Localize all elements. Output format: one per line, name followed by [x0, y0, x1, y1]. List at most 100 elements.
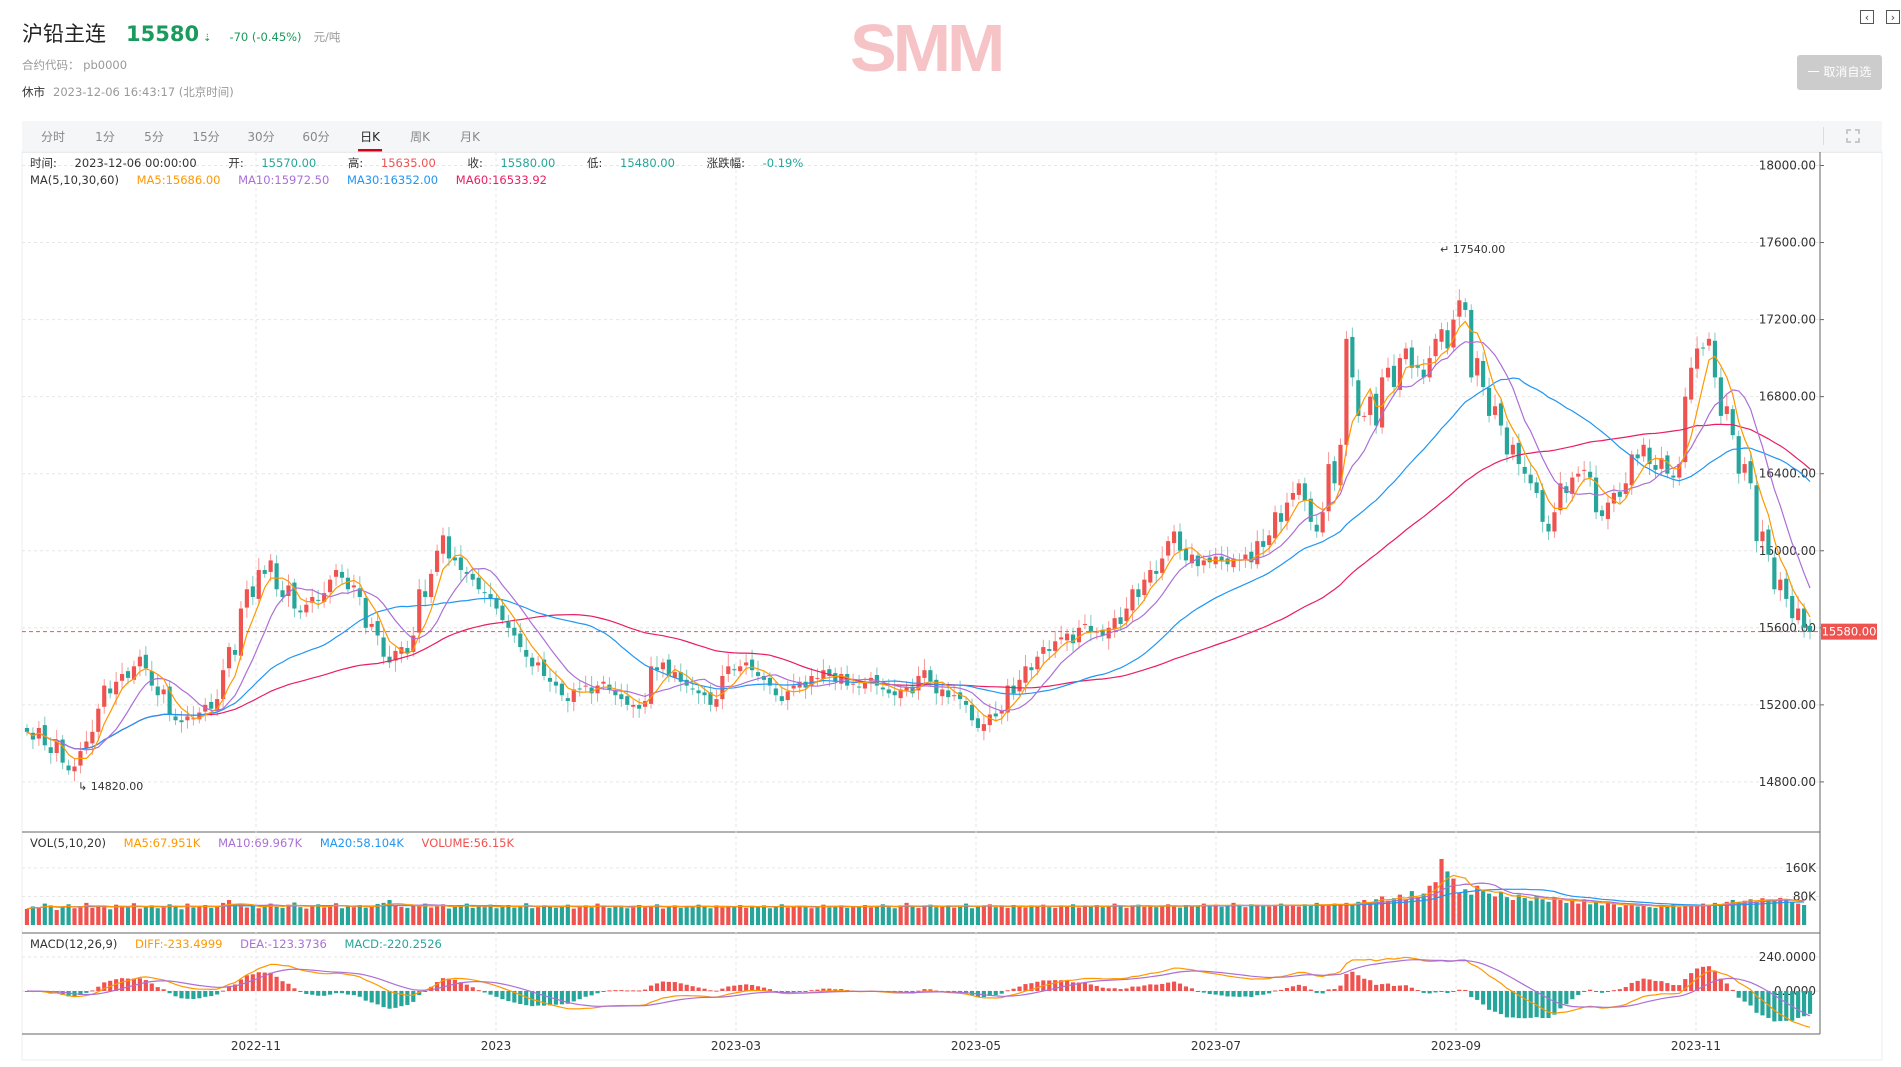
- volume-bar: [648, 906, 654, 925]
- tab-weekly[interactable]: 周K: [410, 130, 430, 144]
- down-arrow-icon: ⇣: [203, 33, 212, 44]
- tab-15min[interactable]: 15分: [192, 130, 220, 144]
- candle-body: [1148, 570, 1153, 583]
- candle: [351, 574, 356, 598]
- vol-ma10-legend: MA10:69.967K: [218, 836, 303, 850]
- volume-bar: [916, 907, 921, 925]
- candle-body: [625, 696, 630, 705]
- volume-bar: [738, 905, 743, 925]
- candle: [1421, 359, 1426, 385]
- candle-body: [565, 698, 570, 702]
- candle: [1183, 539, 1189, 568]
- volume-bar: [1082, 906, 1087, 925]
- volume-bar: [1023, 907, 1028, 925]
- volume-bar: [66, 904, 71, 925]
- volume-bar: [1088, 906, 1093, 925]
- volume-bar: [1754, 901, 1759, 925]
- tab-time-sharing[interactable]: 分时: [40, 130, 66, 144]
- chevron-left-icon[interactable]: ‹: [1860, 10, 1874, 24]
- macd-bar: [1730, 989, 1735, 991]
- candle-body: [1166, 541, 1171, 556]
- chevron-right-icon[interactable]: ›: [1886, 10, 1900, 24]
- chart-frame: [21, 151, 1883, 1061]
- macd-bar: [1154, 984, 1159, 991]
- candle-body: [1558, 483, 1563, 511]
- macd-bar: [464, 984, 469, 991]
- candle: [423, 579, 428, 606]
- volume-bar: [720, 907, 725, 925]
- volume-bar: [1314, 902, 1319, 925]
- tab-1min[interactable]: 1分: [95, 130, 115, 144]
- macd-bar: [767, 989, 772, 991]
- candle-body: [345, 577, 351, 590]
- candle-body: [761, 675, 767, 680]
- candle: [1599, 505, 1605, 521]
- candle: [1718, 367, 1723, 425]
- candle: [1290, 481, 1296, 507]
- volume-bar: [1219, 906, 1224, 925]
- fullscreen-icon[interactable]: [1846, 129, 1860, 143]
- candle-body: [827, 669, 832, 676]
- volume-bar: [1683, 905, 1688, 925]
- candle: [904, 680, 909, 697]
- volume-bar: [1053, 907, 1058, 925]
- volume-bar: [351, 907, 356, 925]
- volume-bar: [1451, 878, 1456, 925]
- tab-5min[interactable]: 5分: [144, 130, 164, 144]
- volume-bar: [304, 908, 309, 925]
- status-time: 2023-12-06 16:43:17 (北京时间): [53, 85, 234, 99]
- macd-bar: [149, 983, 154, 991]
- macd-bar: [553, 991, 559, 1005]
- candle-body: [1374, 393, 1379, 426]
- macd-bar: [1481, 991, 1486, 1005]
- candle: [149, 660, 154, 692]
- candle-body: [779, 696, 784, 702]
- macd-bar: [815, 989, 820, 991]
- candle: [506, 614, 511, 638]
- candle: [696, 685, 701, 705]
- candle: [1344, 330, 1349, 456]
- macd-bar: [1166, 982, 1171, 991]
- volume-bar: [744, 907, 749, 925]
- candle: [1100, 624, 1105, 642]
- tab-60min[interactable]: 60分: [302, 130, 330, 144]
- volume-bar: [494, 908, 499, 925]
- volume-bar: [791, 906, 796, 925]
- candle: [298, 605, 303, 619]
- tab-daily[interactable]: 日K: [358, 130, 382, 152]
- candle-body: [256, 570, 261, 599]
- candle: [1391, 354, 1397, 397]
- macd-bar: [1641, 978, 1646, 991]
- macd-bar: [84, 991, 89, 993]
- macd-title: MACD(12,26,9): [30, 937, 118, 951]
- candle: [1267, 530, 1272, 553]
- candle-body: [1623, 483, 1628, 494]
- remove-favorite-button[interactable]: 一 取消自选: [1797, 55, 1882, 90]
- volume-bar: [631, 906, 636, 925]
- tab-30min[interactable]: 30分: [247, 130, 275, 144]
- candle: [940, 682, 945, 706]
- volume-bar: [167, 904, 172, 925]
- candle: [357, 576, 362, 606]
- candle-body: [1807, 625, 1813, 632]
- tab-monthly[interactable]: 月K: [460, 130, 480, 144]
- open-value: 15570.00: [261, 156, 317, 170]
- candle-body: [351, 585, 356, 588]
- macd-bar: [1760, 991, 1765, 1016]
- candle: [1219, 546, 1224, 570]
- candle-body: [286, 585, 291, 597]
- candle-body: [316, 599, 321, 601]
- candle-body: [1308, 498, 1313, 522]
- candle: [155, 674, 160, 707]
- macd-bar: [417, 991, 422, 996]
- macd-bar: [232, 984, 238, 991]
- volume-bar: [999, 906, 1004, 925]
- candle: [1475, 350, 1480, 387]
- macd-bar: [339, 991, 345, 994]
- candle-body: [1142, 579, 1147, 596]
- volume-bar: [102, 907, 107, 925]
- candle-body: [1362, 415, 1367, 417]
- macd-bar: [524, 991, 529, 1006]
- candle-body: [1653, 465, 1658, 470]
